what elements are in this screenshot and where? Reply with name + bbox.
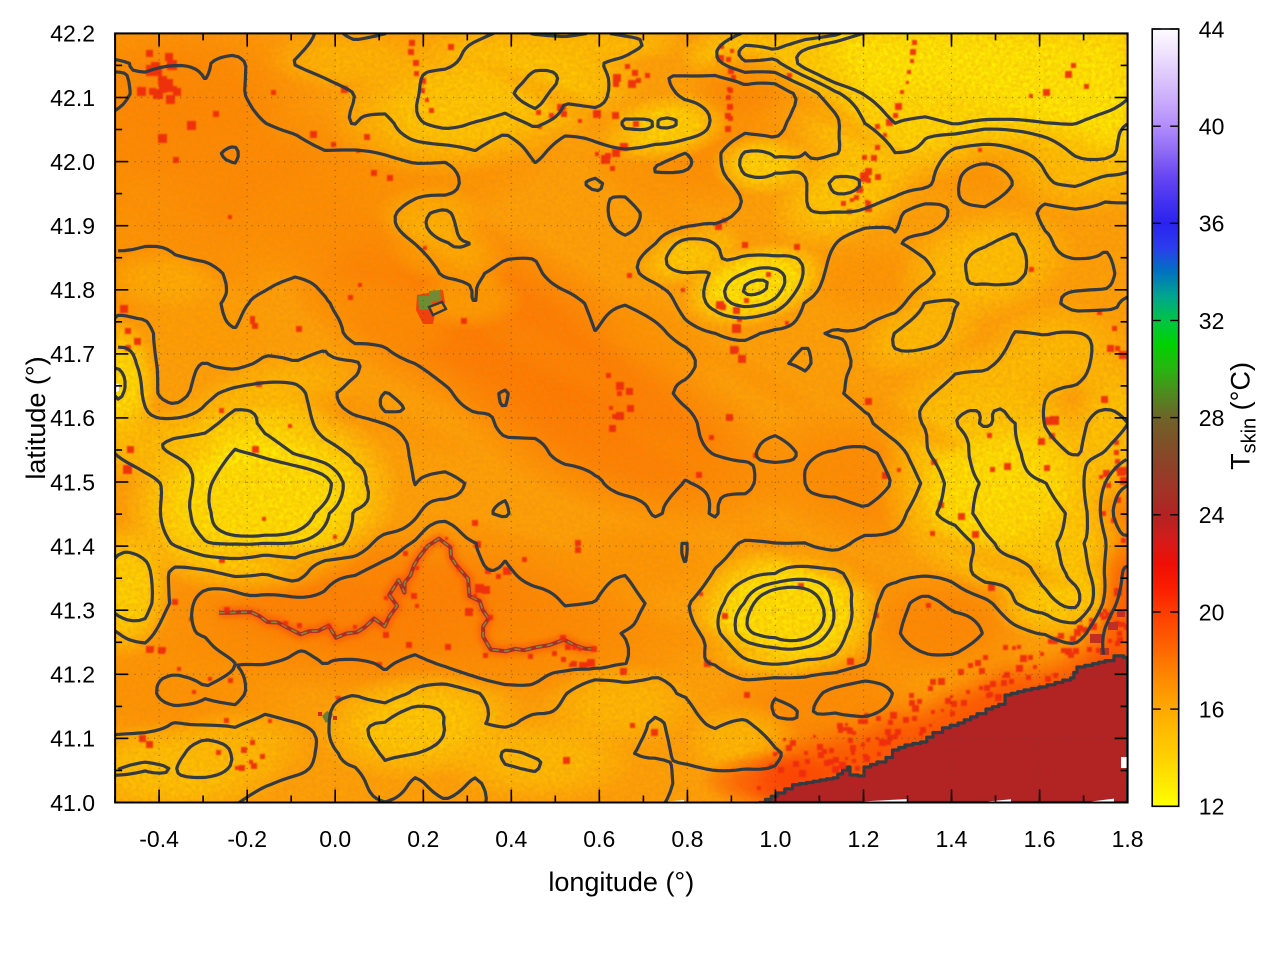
svg-text:32: 32 — [1199, 308, 1225, 334]
svg-text:36: 36 — [1199, 211, 1225, 237]
svg-text:1.8: 1.8 — [1112, 826, 1144, 852]
svg-text:1.6: 1.6 — [1024, 826, 1056, 852]
svg-text:24: 24 — [1199, 502, 1225, 528]
svg-text:42.2: 42.2 — [50, 21, 95, 47]
svg-text:0.6: 0.6 — [583, 826, 615, 852]
svg-text:0.0: 0.0 — [319, 826, 351, 852]
svg-text:41.9: 41.9 — [50, 213, 95, 239]
svg-text:40: 40 — [1199, 114, 1225, 140]
svg-text:0.2: 0.2 — [407, 826, 439, 852]
svg-text:41.4: 41.4 — [50, 533, 95, 559]
svg-text:41.1: 41.1 — [50, 726, 95, 752]
svg-text:41.6: 41.6 — [50, 405, 95, 431]
svg-text:41.2: 41.2 — [50, 662, 95, 688]
svg-text:1.4: 1.4 — [936, 826, 968, 852]
svg-text:41.8: 41.8 — [50, 277, 95, 303]
svg-text:44: 44 — [1199, 16, 1225, 42]
svg-text:longitude (°): longitude (°) — [548, 867, 694, 897]
svg-text:28: 28 — [1199, 405, 1225, 431]
svg-text:latitude (°): latitude (°) — [21, 356, 51, 479]
svg-text:41.3: 41.3 — [50, 598, 95, 624]
svg-text:42.0: 42.0 — [50, 149, 95, 175]
svg-text:1.2: 1.2 — [848, 826, 880, 852]
svg-text:41.5: 41.5 — [50, 469, 95, 495]
svg-text:42.1: 42.1 — [50, 85, 95, 111]
svg-text:1.0: 1.0 — [759, 826, 791, 852]
svg-text:41.7: 41.7 — [50, 341, 95, 367]
svg-text:0.4: 0.4 — [495, 826, 527, 852]
svg-text:Tskin (°C): Tskin (°C) — [1226, 362, 1261, 470]
svg-text:-0.2: -0.2 — [227, 826, 267, 852]
svg-text:41.0: 41.0 — [50, 790, 95, 816]
svg-text:0.8: 0.8 — [671, 826, 703, 852]
svg-text:16: 16 — [1199, 696, 1225, 722]
svg-text:-0.4: -0.4 — [139, 826, 179, 852]
svg-text:12: 12 — [1199, 794, 1225, 820]
svg-text:20: 20 — [1199, 599, 1225, 625]
